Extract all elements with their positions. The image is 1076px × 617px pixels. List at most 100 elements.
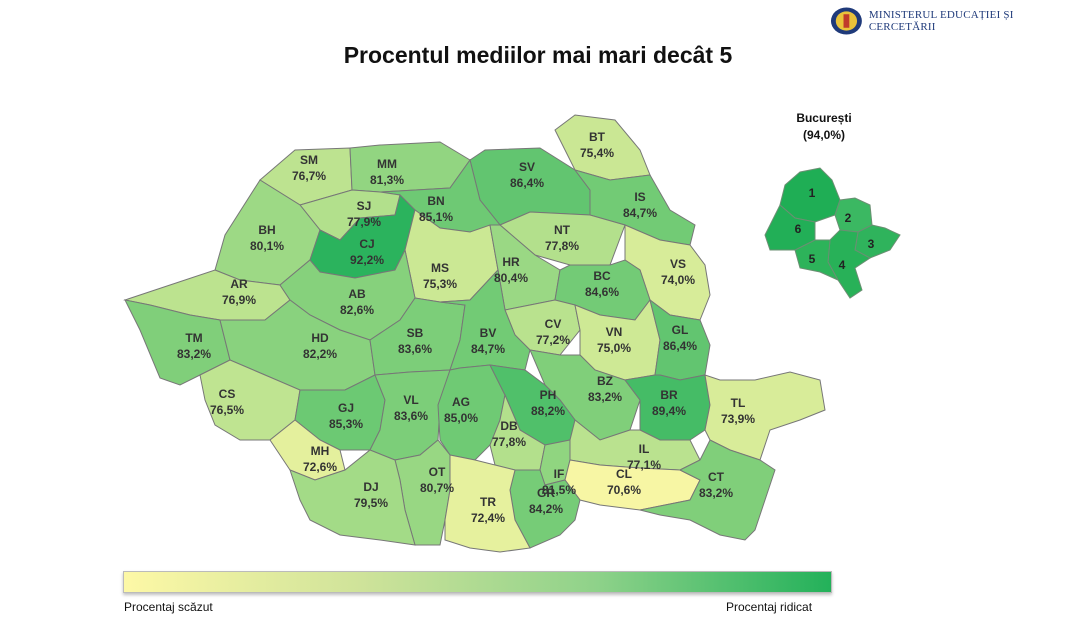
county-value-ag: 85,0%: [444, 411, 478, 425]
county-code-gl: GL: [672, 323, 689, 337]
county-value-mm: 81,3%: [370, 173, 404, 187]
bucharest-sector-6: [764, 204, 816, 251]
county-value-db: 77,8%: [492, 435, 526, 449]
county-code-nt: NT: [554, 223, 571, 237]
county-code-il: IL: [639, 442, 650, 456]
county-value-nt: 77,8%: [545, 239, 579, 253]
county-code-sj: SJ: [357, 199, 372, 213]
county-value-gr: 84,2%: [529, 502, 563, 516]
county-code-db: DB: [500, 419, 518, 433]
legend-gradient-bar: [123, 571, 832, 593]
county-value-ph: 88,2%: [531, 404, 565, 418]
county-value-ar: 76,9%: [222, 293, 256, 307]
ministry-name: MINISTERUL EDUCAȚIEI ȘI CERCETĂRII: [868, 9, 1014, 33]
bucharest-sector-label-4: 4: [839, 258, 846, 272]
county-code-cs: CS: [219, 387, 236, 401]
county-code-ms: MS: [431, 261, 449, 275]
bucharest-title: București (94,0%): [760, 110, 888, 144]
county-value-bc: 84,6%: [585, 285, 619, 299]
county-value-tm: 83,2%: [177, 347, 211, 361]
bucharest-value: (94,0%): [802, 128, 846, 142]
county-value-vs: 74,0%: [661, 273, 695, 287]
county-code-ot: OT: [429, 465, 446, 479]
county-value-hr: 80,4%: [494, 271, 528, 285]
county-value-bh: 80,1%: [250, 239, 284, 253]
county-code-mm: MM: [377, 157, 397, 171]
county-code-br: BR: [660, 388, 678, 402]
county-code-sv: SV: [519, 160, 535, 174]
county-value-sm: 76,7%: [292, 169, 326, 183]
bucharest-sector-label-2: 2: [845, 211, 852, 225]
county-code-is: IS: [634, 190, 645, 204]
county-code-if: IF: [554, 467, 565, 481]
county-code-vn: VN: [606, 325, 623, 339]
county-code-gj: GJ: [338, 401, 354, 415]
county-code-gr: GR: [537, 486, 555, 500]
bucharest-sector-label-6: 6: [795, 222, 802, 236]
county-code-vl: VL: [403, 393, 418, 407]
county-code-ar: AR: [230, 277, 248, 291]
county-value-if: 81,5%: [542, 483, 576, 497]
county-code-bn: BN: [427, 194, 444, 208]
county-code-ag: AG: [452, 395, 470, 409]
county-value-gl: 86,4%: [663, 339, 697, 353]
county-value-hd: 82,2%: [303, 347, 337, 361]
county-value-mh: 72,6%: [303, 460, 337, 474]
legend-high-label: Procentaj ridicat: [726, 600, 813, 614]
county-value-br: 89,4%: [652, 404, 686, 418]
county-value-il: 77,1%: [627, 458, 661, 472]
county-value-ms: 75,3%: [423, 277, 457, 291]
county-code-dj: DJ: [363, 480, 378, 494]
coat-of-arms-icon: [830, 7, 862, 35]
bucharest-sector-5: [794, 239, 840, 282]
county-value-ct: 83,2%: [699, 486, 733, 500]
county-value-bt: 75,4%: [580, 146, 614, 160]
bucharest-sector-2: [834, 197, 873, 233]
county-value-ab: 82,6%: [340, 303, 374, 317]
county-code-tl: TL: [731, 396, 746, 410]
county-value-vl: 83,6%: [394, 409, 428, 423]
county-code-mh: MH: [311, 444, 330, 458]
county-value-dj: 79,5%: [354, 496, 388, 510]
county-value-sv: 86,4%: [510, 176, 544, 190]
county-code-cv: CV: [545, 317, 562, 331]
county-tl: [704, 371, 826, 461]
bucharest-sector-label-1: 1: [809, 186, 816, 200]
county-value-gj: 85,3%: [329, 417, 363, 431]
county-code-vs: VS: [670, 257, 686, 271]
county-code-tr: TR: [480, 495, 496, 509]
county-value-is: 84,7%: [623, 206, 657, 220]
county-code-ph: PH: [540, 388, 557, 402]
bucharest-name: București: [796, 111, 852, 125]
county-code-hr: HR: [502, 255, 520, 269]
county-value-bz: 83,2%: [588, 390, 622, 404]
county-value-cl: 70,6%: [607, 483, 641, 497]
county-value-sj: 77,9%: [347, 215, 381, 229]
ministry-logo: MINISTERUL EDUCAȚIEI ȘI CERCETĂRII: [830, 6, 1076, 36]
county-code-cl: CL: [616, 467, 632, 481]
county-value-sb: 83,6%: [398, 342, 432, 356]
county-code-sm: SM: [300, 153, 318, 167]
page-title: Procentul mediilor mai mari decât 5: [343, 42, 733, 68]
county-ct: [639, 439, 776, 541]
bucharest-sector-label-3: 3: [868, 237, 875, 251]
county-code-bz: BZ: [597, 374, 613, 388]
county-code-bc: BC: [593, 269, 611, 283]
county-code-ab: AB: [348, 287, 366, 301]
county-dj: [289, 449, 416, 546]
county-value-vn: 75,0%: [597, 341, 631, 355]
county-value-bv: 84,7%: [471, 342, 505, 356]
county-code-tm: TM: [185, 331, 202, 345]
legend-low-label: Procentaj scăzut: [124, 600, 213, 614]
county-code-hd: HD: [311, 331, 329, 345]
county-code-sb: SB: [407, 326, 424, 340]
county-code-ct: CT: [708, 470, 725, 484]
county-value-cv: 77,2%: [536, 333, 570, 347]
county-value-bn: 85,1%: [419, 210, 453, 224]
county-code-bt: BT: [589, 130, 606, 144]
county-value-ot: 80,7%: [420, 481, 454, 495]
county-code-bv: BV: [480, 326, 497, 340]
county-value-cj: 92,2%: [350, 253, 384, 267]
county-value-tr: 72,4%: [471, 511, 505, 525]
county-value-cs: 76,5%: [210, 403, 244, 417]
